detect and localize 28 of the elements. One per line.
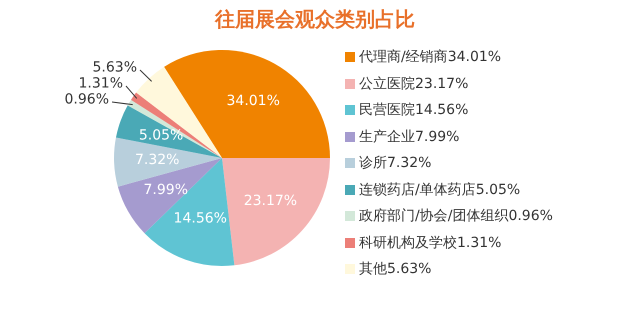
text: 23.17% <box>415 76 468 92</box>
text: 5.63% <box>387 261 432 277</box>
legend-label: 连锁药店/单体药店 <box>359 182 476 198</box>
data-label: 23.17% <box>244 192 298 209</box>
data-label: 34.01% <box>226 92 280 109</box>
legend-label: 民营医院 <box>359 102 415 118</box>
legend-label: 生产企业 <box>359 128 415 144</box>
text: 1.31% <box>457 234 502 250</box>
legend-label: 其他 <box>359 261 387 277</box>
data-label: 5.63% <box>92 60 137 76</box>
legend-label: 科研机构及学校 <box>359 234 457 250</box>
data-label: 0.96% <box>64 92 109 108</box>
text: 7.32% <box>387 155 432 171</box>
data-label: 1.31% <box>78 76 123 92</box>
data-label: 7.99% <box>144 182 188 198</box>
legend-label: 公立医院 <box>359 76 415 92</box>
chart-title: 往届展会观众类别占比 <box>214 6 416 33</box>
legend-label: 政府部门/协会/团体组织 <box>359 208 508 224</box>
text: 5.05% <box>476 182 520 198</box>
legend-label: 诊所 <box>359 155 387 171</box>
legend-label: 代理商/经销商 <box>359 49 448 65</box>
data-label: 7.32% <box>135 152 180 168</box>
text: 14.56% <box>415 102 468 118</box>
data-label: 14.56% <box>174 210 227 227</box>
data-label: 5.05% <box>138 127 184 144</box>
text: 7.99% <box>415 128 460 144</box>
text: 34.01% <box>448 49 502 65</box>
text: 0.96% <box>508 208 553 224</box>
